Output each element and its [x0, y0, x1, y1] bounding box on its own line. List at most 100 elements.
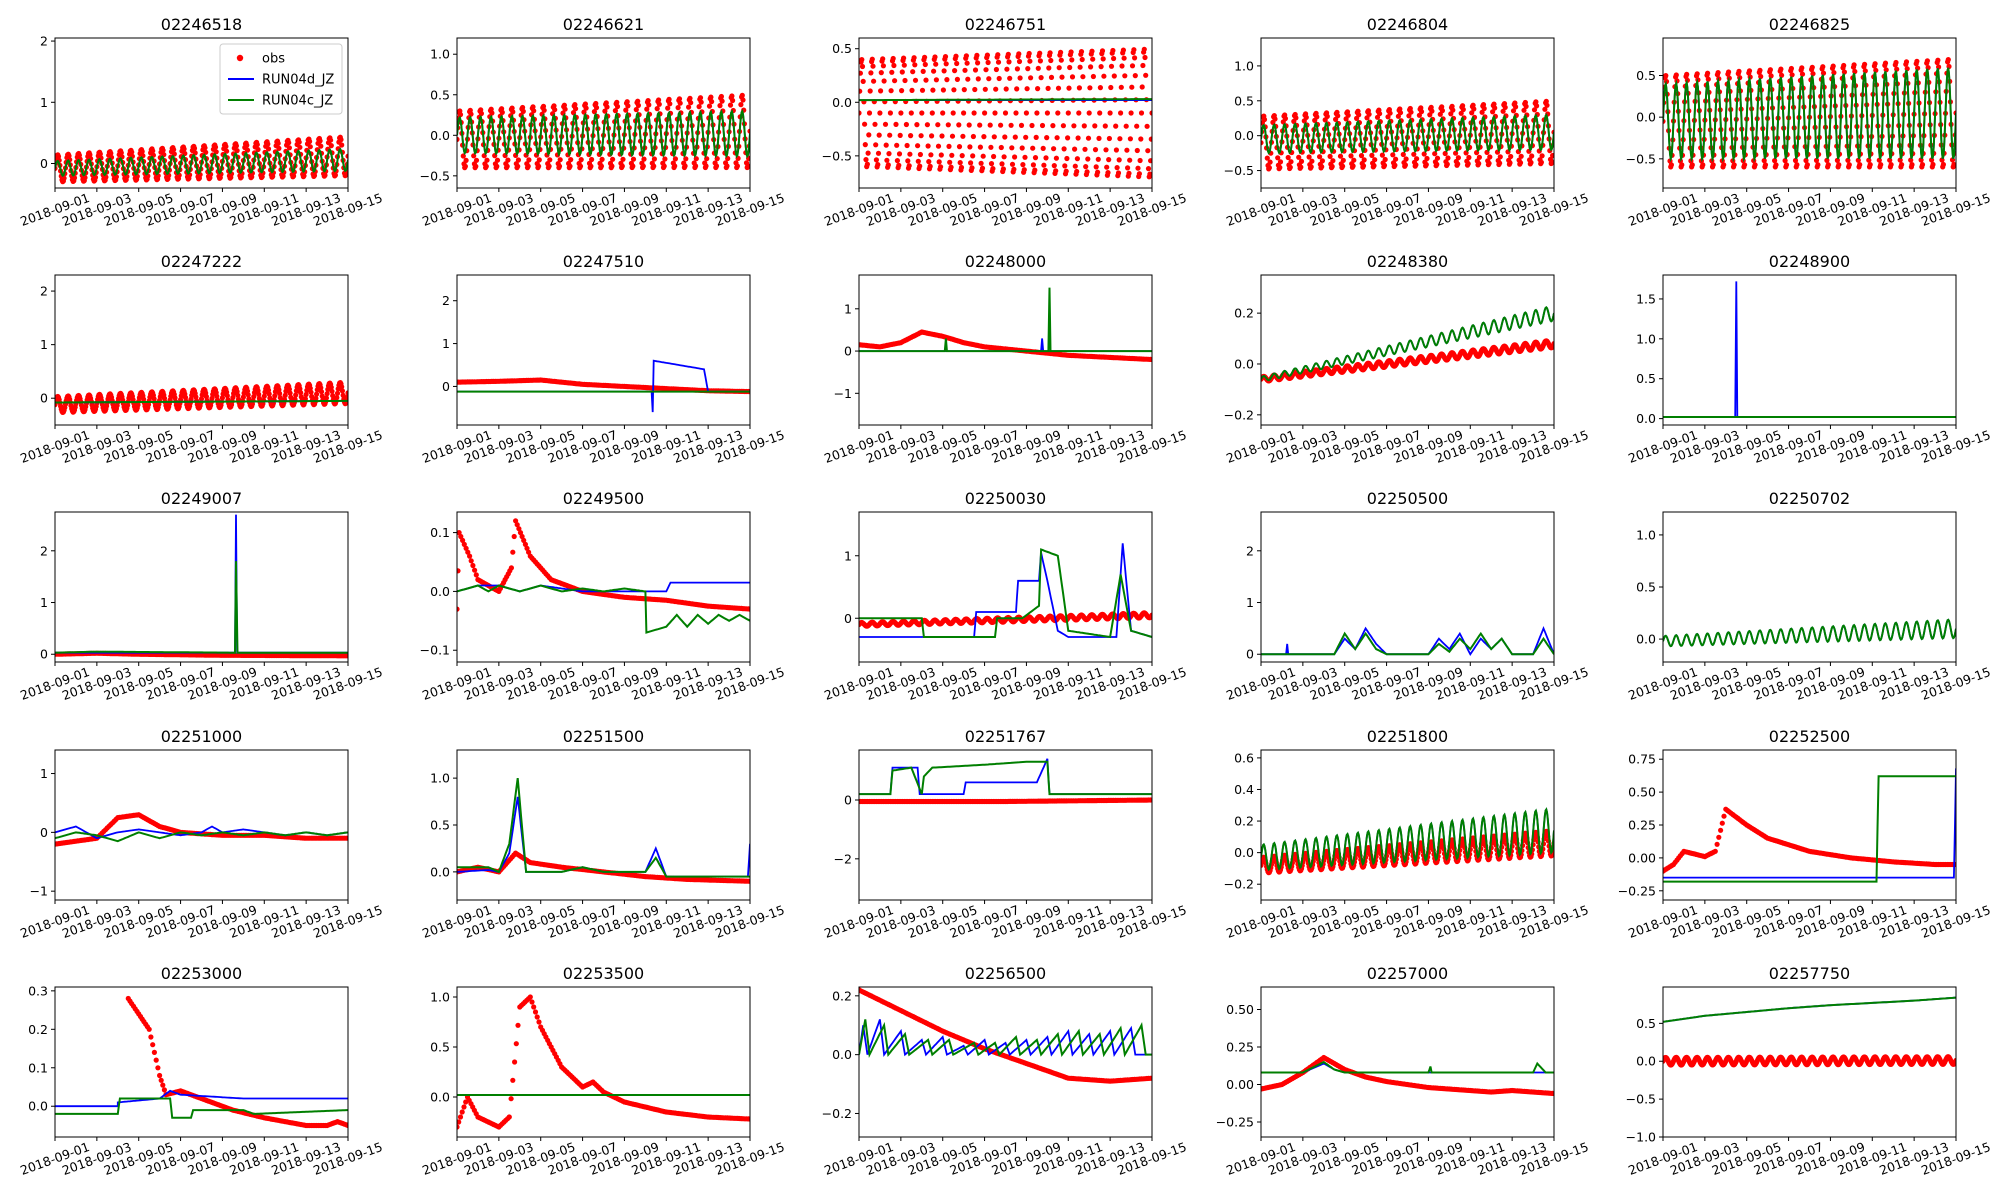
obs-point — [957, 160, 963, 166]
obs-point — [203, 149, 209, 155]
obs-point — [1402, 162, 1408, 168]
obs-point — [234, 148, 240, 154]
y-tick-label: 0 — [1246, 647, 1254, 662]
y-tick-label: −1 — [30, 884, 48, 899]
plot-area — [1261, 306, 1554, 384]
obs-point — [687, 95, 693, 101]
obs-point — [1369, 152, 1375, 158]
obs-point — [1924, 58, 1930, 64]
obs-point — [261, 393, 267, 399]
obs-point — [1538, 159, 1544, 165]
obs-point — [1329, 163, 1335, 170]
obs-point — [546, 163, 552, 169]
obs-point — [1069, 74, 1076, 80]
obs-point — [1507, 160, 1513, 166]
obs-point — [129, 149, 135, 155]
obs-point — [880, 63, 887, 69]
obs-point — [908, 110, 914, 116]
obs-point — [949, 133, 956, 139]
obs-point — [1476, 154, 1482, 160]
obs-point — [912, 77, 919, 83]
obs-point — [463, 157, 469, 163]
obs-point — [1914, 58, 1920, 64]
obs-point — [923, 77, 929, 83]
obs-point — [1127, 136, 1133, 142]
obs-point — [510, 109, 516, 115]
obs-point — [1513, 104, 1519, 110]
obs-point — [540, 103, 547, 109]
obs-point — [573, 106, 579, 112]
y-tick-label: 2 — [40, 543, 48, 558]
obs-point — [524, 545, 530, 551]
obs-point — [235, 392, 241, 398]
obs-point — [1533, 99, 1539, 105]
obs-point — [625, 103, 631, 109]
obs-point — [1013, 110, 1019, 116]
obs-point — [561, 102, 568, 108]
obs-point — [1072, 146, 1078, 152]
obs-point — [1071, 123, 1077, 129]
obs-point — [1444, 161, 1450, 167]
obs-point — [867, 88, 873, 94]
obs-point — [1710, 162, 1716, 168]
obs-point — [599, 156, 605, 162]
obs-point — [1873, 67, 1879, 73]
obs-point — [1804, 162, 1810, 168]
subplot-02250500: 022505000122018-09-012018-09-032018-09-0… — [1224, 489, 1590, 703]
obs-point — [1731, 162, 1737, 168]
obs-point — [494, 157, 501, 163]
obs-point — [519, 533, 525, 540]
obs-point — [1366, 111, 1372, 117]
obs-point — [747, 128, 750, 134]
obs-point — [672, 156, 679, 162]
obs-point — [318, 389, 325, 395]
axes-frame — [858, 274, 1153, 426]
obs-point — [1551, 341, 1554, 347]
obs-point — [330, 393, 336, 399]
subplot-title: 02250702 — [1769, 489, 1850, 508]
obs-point — [520, 104, 526, 111]
obs-point — [738, 102, 744, 108]
obs-point — [1090, 56, 1096, 62]
obs-point — [1277, 159, 1284, 165]
obs-point — [1550, 152, 1554, 159]
obs-point — [522, 541, 529, 548]
obs-point — [1543, 98, 1549, 104]
obs-point — [640, 163, 646, 169]
obs-point — [747, 606, 750, 612]
obs-point — [990, 166, 996, 172]
obs-point — [859, 57, 865, 63]
obs-point — [906, 163, 912, 169]
obs-point — [1093, 164, 1099, 170]
obs-point — [945, 122, 951, 128]
obs-point — [942, 54, 949, 60]
y-tick-label: 0.5 — [1636, 580, 1656, 595]
obs-point — [214, 393, 220, 399]
obs-point — [1061, 146, 1067, 152]
obs-point — [954, 60, 960, 67]
obs-point — [1893, 59, 1899, 66]
obs-point — [1778, 66, 1784, 72]
obs-point — [1009, 145, 1015, 151]
obs-point — [82, 175, 88, 181]
obs-point — [307, 385, 313, 391]
obs-point — [926, 159, 932, 165]
axes-frame — [858, 37, 1153, 189]
subplot-02246804: 02246804−0.50.00.51.02018-09-012018-09-0… — [1224, 15, 1591, 229]
obs-point — [1264, 155, 1270, 161]
obs-point — [964, 60, 970, 66]
obs-point — [988, 144, 994, 150]
obs-point — [884, 157, 890, 163]
y-tick-label: 1.0 — [1234, 58, 1254, 73]
obs-point — [510, 549, 516, 555]
obs-point — [1139, 84, 1145, 90]
obs-point — [473, 157, 480, 163]
y-tick-label: 0 — [40, 391, 48, 406]
obs-point — [998, 122, 1004, 128]
subplot-02251767: 02251767−202018-09-012018-09-032018-09-0… — [822, 727, 1188, 941]
obs-point — [531, 108, 537, 114]
obs-point — [1862, 61, 1868, 67]
obs-point — [1006, 59, 1012, 65]
obs-point — [1809, 64, 1815, 70]
obs-point — [1115, 170, 1122, 176]
